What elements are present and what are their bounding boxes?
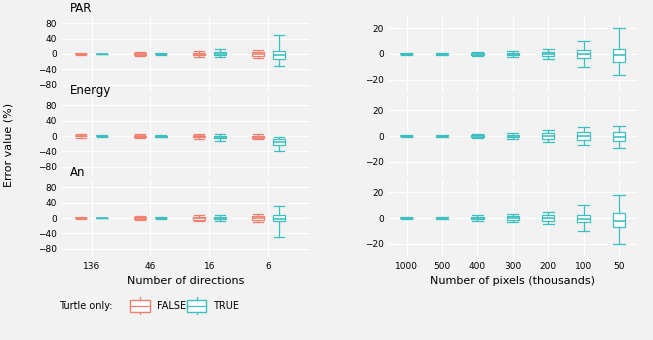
Text: PAR: PAR	[69, 1, 92, 15]
Bar	[577, 50, 590, 58]
Bar	[471, 135, 484, 137]
Text: Turtle only:: Turtle only:	[59, 301, 112, 311]
Bar	[507, 135, 519, 137]
Bar	[471, 53, 484, 55]
Bar	[273, 139, 285, 144]
Bar	[273, 51, 285, 58]
Bar	[507, 216, 519, 220]
Bar	[193, 53, 205, 55]
Bar	[577, 132, 590, 140]
Bar	[273, 215, 285, 221]
Bar	[134, 136, 146, 137]
Bar	[252, 136, 264, 138]
Bar	[542, 52, 554, 56]
Bar	[542, 133, 554, 139]
Bar	[613, 132, 625, 141]
Bar	[507, 53, 519, 55]
Bar	[130, 301, 150, 311]
Bar	[613, 213, 625, 227]
Bar	[193, 217, 205, 220]
Bar	[252, 217, 264, 220]
Bar	[134, 53, 146, 55]
Bar	[187, 301, 206, 311]
Bar	[577, 215, 590, 222]
Text: An: An	[69, 166, 85, 178]
Text: Error value (%): Error value (%)	[3, 102, 13, 187]
Bar	[155, 136, 167, 137]
Text: Energy: Energy	[69, 84, 111, 97]
Bar	[214, 136, 226, 138]
Bar	[613, 49, 625, 62]
Text: FALSE: FALSE	[157, 301, 186, 311]
Bar	[193, 136, 205, 137]
Bar	[214, 217, 226, 219]
Bar	[252, 52, 264, 55]
Bar	[542, 216, 554, 221]
Text: TRUE: TRUE	[214, 301, 240, 311]
X-axis label: Number of pixels (thousands): Number of pixels (thousands)	[430, 276, 596, 286]
X-axis label: Number of directions: Number of directions	[127, 276, 245, 286]
Bar	[134, 217, 146, 219]
Bar	[214, 52, 226, 55]
Bar	[471, 217, 484, 219]
